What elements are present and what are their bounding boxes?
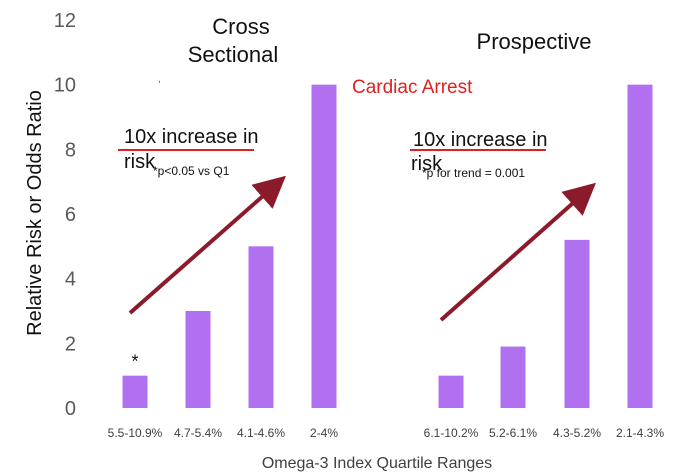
panel-title-cross-line1: Cross — [212, 14, 269, 39]
y-tick-label: 10 — [54, 75, 76, 97]
bar — [248, 246, 274, 408]
bar — [438, 375, 464, 408]
cardiac-arrest-label: Cardiac Arrest — [352, 77, 473, 98]
footnote-left: *p<0.05 vs Q1 — [153, 164, 230, 178]
annotation-left-line2: risk — [124, 151, 156, 173]
category-label: 4.3-5.2% — [553, 426, 601, 440]
y-tick-label: 2 — [65, 333, 76, 355]
bar — [311, 84, 337, 409]
annotation-right-line2: risk — [411, 153, 443, 175]
panel-title-prospective: Prospective — [477, 29, 592, 54]
category-label: 5.5-10.9% — [108, 426, 163, 440]
annotation-right-line1: 10x increase in — [413, 129, 548, 151]
category-label: 5.2-6.1% — [489, 426, 537, 440]
category-label: 4.7-5.4% — [174, 426, 222, 440]
annotation-left-line1: 10x increase in — [124, 126, 259, 148]
y-tick-labels: 0 2 4 6 8 10 12 — [54, 10, 76, 420]
category-labels: 5.5-10.9% 4.7-5.4% 4.1-4.6% 2-4% 6.1-10.2% 5.… — [108, 426, 665, 440]
y-tick-label: 12 — [54, 10, 76, 32]
footnote-right: *p for trend = 0.001 — [422, 166, 525, 180]
bars: * — [122, 84, 653, 409]
y-tick-label: 4 — [65, 269, 76, 291]
bar — [122, 375, 148, 408]
trend-arrow-right — [439, 182, 596, 322]
y-tick-label: 8 — [65, 139, 76, 161]
stray-red-tick: , — [158, 74, 161, 85]
trend-arrow-left — [128, 175, 287, 315]
y-tick-label: 0 — [65, 398, 76, 420]
bar — [185, 311, 211, 408]
x-axis-title: Omega-3 Index Quartile Ranges — [262, 455, 492, 472]
category-label: 6.1-10.2% — [424, 426, 479, 440]
panel-title-cross-line2: Sectional — [188, 42, 279, 67]
y-axis-title: Relative Risk or Odds Ratio — [24, 90, 46, 336]
significance-marker: * — [131, 352, 138, 372]
category-label: 4.1-4.6% — [237, 426, 285, 440]
bar — [627, 84, 653, 409]
bar — [500, 346, 526, 408]
bar — [564, 239, 590, 408]
y-tick-label: 6 — [65, 204, 76, 226]
category-label: 2-4% — [310, 426, 338, 440]
category-label: 2.1-4.3% — [616, 426, 664, 440]
